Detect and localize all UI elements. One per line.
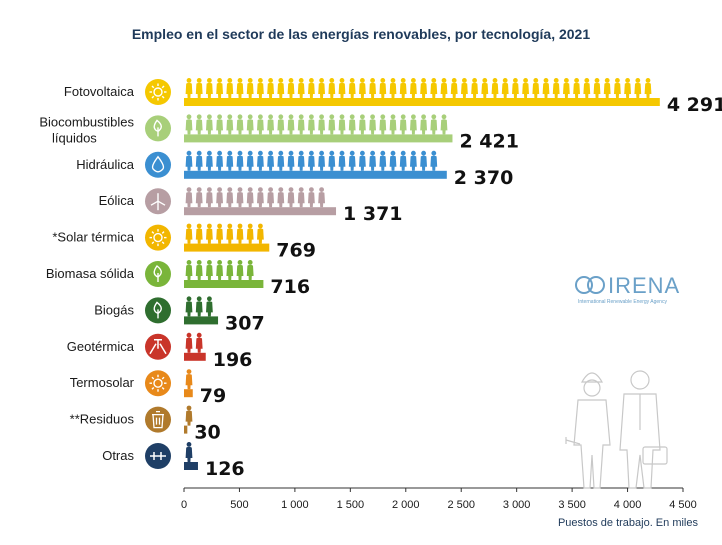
people-pictogram <box>185 187 325 208</box>
category-label: Biomasa sólida <box>46 266 135 281</box>
bar <box>184 134 453 143</box>
bar <box>184 170 447 179</box>
value-label: 716 <box>270 276 310 298</box>
bar <box>184 207 337 216</box>
people-pictogram <box>185 369 193 390</box>
value-label: 79 <box>200 385 226 407</box>
value-label: 126 <box>205 458 245 480</box>
category-label: Fotovoltaica <box>64 84 135 99</box>
bar-row: Fotovoltaica 4 291 <box>64 78 722 116</box>
x-tick-label: 0 <box>181 499 187 511</box>
bar-row: Eólica 1 371 <box>99 187 403 225</box>
people-pictogram <box>185 150 438 171</box>
value-label: 769 <box>276 240 316 262</box>
category-label: Otras <box>102 448 134 463</box>
bar-row: Biomasa sólida 716 <box>46 260 310 298</box>
value-label: 4 291 <box>667 94 722 116</box>
leaf-icon <box>145 297 171 324</box>
value-label: 30 <box>194 422 220 444</box>
bar-row: Biogás 307 <box>94 296 265 334</box>
sun-icon <box>145 224 171 251</box>
x-tick-label: 1 500 <box>337 499 365 511</box>
bar-row: *Solar térmica 769 <box>52 223 316 262</box>
people-pictogram <box>185 332 203 353</box>
value-label: 196 <box>213 349 253 371</box>
people-pictogram <box>185 405 193 426</box>
geothermal-icon <box>145 333 171 360</box>
sun-icon <box>145 79 171 105</box>
x-tick-label: 3 500 <box>558 499 586 511</box>
category-label: Hidráulica <box>76 157 135 172</box>
leaf-icon <box>145 115 171 142</box>
x-tick-label: 2 000 <box>392 499 420 511</box>
category-label: Termosolar <box>70 375 135 390</box>
leaf-icon <box>145 261 171 287</box>
water-drop-icon <box>145 151 171 178</box>
people-pictogram <box>185 442 193 462</box>
bar-row: Otras 126 <box>102 442 245 480</box>
value-label: 1 371 <box>343 203 403 225</box>
bar <box>184 316 219 325</box>
value-label: 2 370 <box>454 167 513 189</box>
people-pictogram <box>185 296 213 317</box>
value-label: 2 421 <box>459 130 519 152</box>
category-label: Biocombustibles líquidos <box>39 114 134 145</box>
people-pictogram <box>185 223 264 244</box>
x-tick-label: 1 000 <box>281 499 309 511</box>
logo-subtext: International Renewable Energy Agency <box>578 299 667 305</box>
bar <box>184 389 193 398</box>
category-label: Geotérmica <box>67 339 135 354</box>
x-tick-label: 2 500 <box>447 499 475 511</box>
chart-title: Empleo en el sector de las energías reno… <box>131 26 591 42</box>
trash-icon <box>145 406 171 433</box>
x-tick-label: 4 000 <box>614 499 642 511</box>
x-axis-label: Puestos de trabajo. En miles <box>557 517 698 529</box>
category-label: **Residuos <box>70 412 135 427</box>
bar <box>184 425 188 434</box>
people-pictogram <box>185 78 652 98</box>
bar-row: Hidráulica 2 370 <box>76 150 513 189</box>
sun-icon <box>145 370 171 397</box>
bar-row: Geotérmica 196 <box>67 332 253 371</box>
category-label: Eólica <box>99 193 135 208</box>
bar <box>184 280 264 288</box>
logo-text: IRENA <box>608 273 680 298</box>
x-tick-label: 3 000 <box>503 499 531 511</box>
bar <box>184 352 206 361</box>
workers-illustration <box>565 370 668 489</box>
bar-row: Biocombustibles líquidos 2 421 <box>39 114 519 152</box>
x-tick-label: 4 500 <box>669 499 697 511</box>
value-label: 307 <box>225 312 265 334</box>
x-tick-label: 500 <box>230 499 248 511</box>
people-pictogram <box>185 260 254 280</box>
category-label: *Solar térmica <box>52 230 134 245</box>
bar-row: **Residuos 30 <box>70 405 221 444</box>
bar <box>184 98 660 106</box>
bar-row: Termosolar 79 <box>70 369 226 407</box>
category-label: Biogás <box>94 302 134 317</box>
plus-minus-icon <box>145 443 171 469</box>
bar <box>184 243 270 252</box>
wind-turbine-icon <box>145 188 171 215</box>
people-pictogram <box>185 114 448 135</box>
bar <box>184 462 198 470</box>
